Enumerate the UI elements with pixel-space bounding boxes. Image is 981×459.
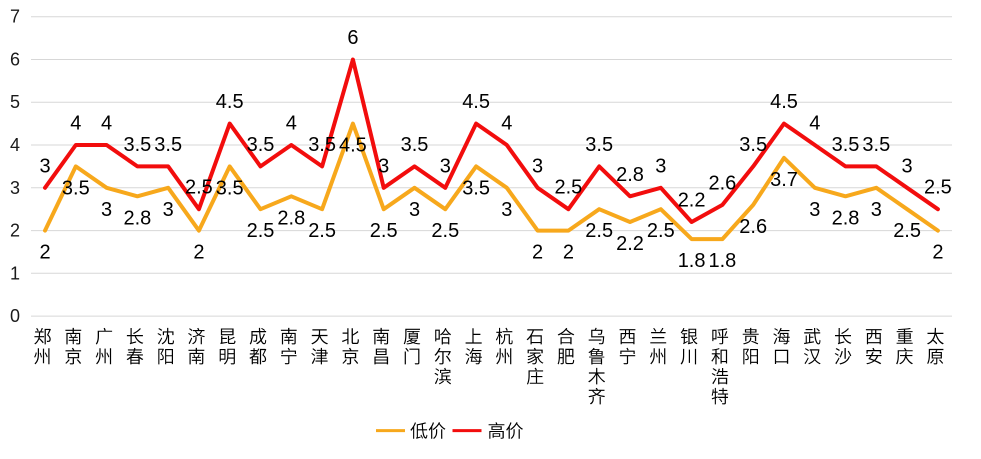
svg-text:0: 0: [10, 306, 20, 326]
svg-text:2.2: 2.2: [678, 190, 706, 212]
svg-text:6: 6: [10, 50, 20, 70]
svg-text:2.5: 2.5: [370, 220, 398, 242]
svg-text:3: 3: [409, 199, 420, 221]
svg-text:2.6: 2.6: [739, 216, 767, 238]
svg-text:1.8: 1.8: [678, 250, 706, 272]
svg-text:3: 3: [10, 178, 20, 198]
svg-text:2: 2: [10, 221, 20, 241]
svg-text:7: 7: [10, 7, 20, 27]
svg-text:3: 3: [101, 199, 112, 221]
svg-text:3.5: 3.5: [62, 177, 90, 199]
svg-text:3: 3: [378, 155, 389, 177]
svg-text:6: 6: [347, 27, 358, 49]
svg-text:5: 5: [10, 92, 20, 112]
svg-text:4: 4: [809, 113, 820, 135]
svg-text:3: 3: [902, 155, 913, 177]
svg-text:3: 3: [871, 199, 882, 221]
svg-text:2.5: 2.5: [308, 220, 336, 242]
svg-text:3: 3: [440, 155, 451, 177]
svg-text:2.5: 2.5: [431, 220, 459, 242]
svg-text:3.5: 3.5: [462, 177, 490, 199]
svg-text:3: 3: [809, 199, 820, 221]
svg-text:2.5: 2.5: [247, 220, 275, 242]
svg-text:4.5: 4.5: [462, 91, 490, 113]
svg-text:3.5: 3.5: [123, 134, 151, 156]
svg-text:2.5: 2.5: [924, 177, 952, 199]
svg-text:2.5: 2.5: [585, 220, 613, 242]
svg-text:1: 1: [10, 263, 20, 283]
svg-text:4.5: 4.5: [216, 91, 244, 113]
svg-text:2.8: 2.8: [123, 207, 151, 229]
svg-text:2.6: 2.6: [708, 172, 736, 194]
svg-text:3.5: 3.5: [739, 134, 767, 156]
svg-text:3.5: 3.5: [247, 134, 275, 156]
svg-text:2.8: 2.8: [832, 207, 860, 229]
svg-text:2: 2: [532, 242, 543, 264]
svg-text:3: 3: [655, 155, 666, 177]
svg-text:2.5: 2.5: [893, 220, 921, 242]
svg-text:3.5: 3.5: [401, 134, 429, 156]
svg-text:2: 2: [193, 242, 204, 264]
svg-text:4: 4: [501, 113, 512, 135]
svg-text:4: 4: [101, 113, 112, 135]
svg-text:3: 3: [532, 155, 543, 177]
svg-text:3.5: 3.5: [308, 134, 336, 156]
svg-text:3.5: 3.5: [862, 134, 890, 156]
svg-text:2: 2: [932, 242, 943, 264]
svg-text:2.5: 2.5: [554, 177, 582, 199]
svg-text:2.5: 2.5: [185, 177, 213, 199]
svg-text:1.8: 1.8: [708, 250, 736, 272]
svg-text:2: 2: [39, 242, 50, 264]
svg-text:3: 3: [163, 199, 174, 221]
svg-text:3.5: 3.5: [832, 134, 860, 156]
svg-text:2.8: 2.8: [616, 164, 644, 186]
svg-text:3: 3: [501, 199, 512, 221]
svg-text:2.5: 2.5: [647, 220, 675, 242]
svg-text:4: 4: [10, 135, 20, 155]
svg-text:2: 2: [563, 242, 574, 264]
svg-text:3.7: 3.7: [770, 169, 798, 191]
svg-text:4: 4: [70, 113, 81, 135]
svg-text:2.8: 2.8: [277, 207, 305, 229]
svg-text:3: 3: [39, 155, 50, 177]
svg-text:3.5: 3.5: [216, 177, 244, 199]
svg-text:4: 4: [286, 113, 297, 135]
svg-text:3.5: 3.5: [154, 134, 182, 156]
svg-text:3.5: 3.5: [585, 134, 613, 156]
svg-text:4.5: 4.5: [770, 91, 798, 113]
svg-text:2.2: 2.2: [616, 233, 644, 255]
svg-text:4.5: 4.5: [339, 135, 367, 157]
